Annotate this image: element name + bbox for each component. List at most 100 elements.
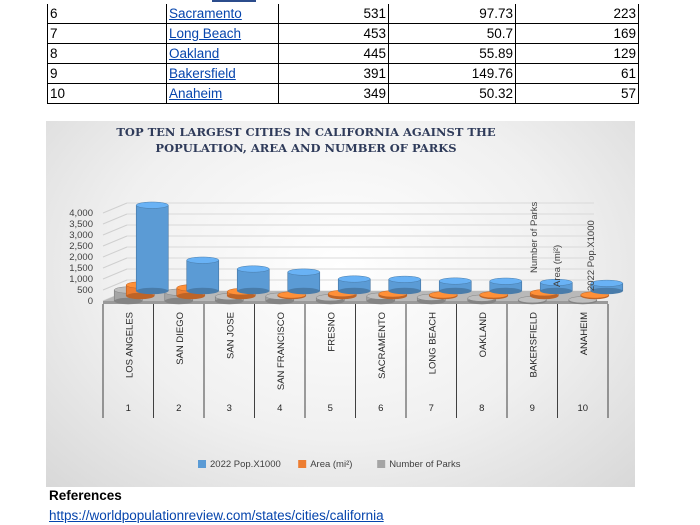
city-chart: TOP TEN LARGEST CITIES IN CALIFORNIA AGA… [46, 121, 635, 487]
references-heading: References [49, 488, 122, 503]
category-rank-label: 9 [530, 403, 535, 414]
rank-cell: 9 [47, 64, 166, 83]
legend-swatch [198, 460, 206, 468]
category-label: ANAHEIM [579, 312, 590, 355]
bar-top [287, 268, 320, 276]
bar-base [136, 287, 169, 295]
category-rank-label: 10 [577, 403, 588, 414]
bar-top [388, 275, 421, 283]
bar-top [237, 265, 270, 273]
city-cell: Oakland [166, 44, 278, 63]
bar-2022-pop-x1000-1 [186, 259, 220, 292]
legend-swatch [377, 460, 386, 468]
legend-label: Area (mi²) [310, 459, 352, 470]
city-cell: Anaheim [166, 84, 278, 103]
area-cell: 97.73 [388, 4, 515, 23]
depth-axis-label: Number of Parks [529, 201, 540, 273]
city-link[interactable]: Bakersfield [169, 66, 236, 81]
gridline-depth [102, 224, 128, 236]
parks-cell: 223 [515, 4, 639, 23]
category-rank-label: 8 [479, 403, 484, 414]
city-cell: Long Beach [166, 24, 278, 43]
category-label: SAN FRANCISCO [276, 312, 287, 390]
table-row: 7 Long Beach 453 50.7 169 [47, 24, 639, 44]
bar-base [176, 292, 205, 300]
bar-base [186, 287, 219, 295]
bar-top [338, 275, 371, 283]
chart-title-line1: TOP TEN LARGEST CITIES IN CALIFORNIA AGA… [116, 125, 495, 139]
legend-swatch [298, 460, 307, 468]
gridline-depth [102, 246, 128, 258]
population-cell: 391 [278, 64, 388, 83]
gridline-depth [102, 257, 128, 269]
city-link[interactable]: Anaheim [169, 86, 223, 101]
bar-base [489, 287, 522, 295]
area-cell: 149.76 [388, 64, 515, 83]
y-tick-label: 2,000 [69, 252, 93, 263]
bar-base [164, 297, 193, 305]
city-link[interactable]: Oakland [169, 46, 220, 61]
category-rank-label: 1 [126, 403, 131, 414]
rank-cell: 8 [47, 44, 166, 63]
population-cell: 445 [278, 44, 388, 63]
table-row: 10 Anaheim 349 50.32 57 [47, 84, 639, 104]
parks-cell: 129 [515, 44, 639, 63]
table-row: 9 Bakersfield 391 149.76 61 [47, 64, 639, 84]
category-label: LOS ANGELES [124, 312, 135, 378]
bar-base [114, 297, 143, 305]
category-rank-label: 6 [378, 403, 383, 414]
city-cell: Sacramento [166, 4, 278, 23]
category-label: SAN JOSE [225, 312, 236, 359]
references-link[interactable]: https://worldpopulationreview.com/states… [49, 508, 384, 523]
gridline-depth [102, 202, 128, 214]
depth-axis-label: 2022 Pop.X1000 [586, 220, 597, 291]
population-cell: 349 [278, 84, 388, 103]
population-cell: 531 [278, 4, 388, 23]
bar-base [388, 287, 421, 295]
city-cell: Bakersfield [166, 64, 278, 83]
area-cell: 55.89 [388, 44, 515, 63]
bar-base [287, 287, 320, 295]
parks-cell: 61 [515, 64, 639, 83]
category-rank-label: 3 [227, 403, 232, 414]
chart-floor-edge [103, 301, 608, 304]
y-tick-label: 1,000 [69, 274, 93, 285]
y-tick-label: 0 [88, 296, 93, 307]
category-label: BAKERSFIELD [528, 312, 539, 378]
y-tick-label: 3,000 [69, 230, 93, 241]
category-label: SACRAMENTO [377, 312, 388, 379]
category-label: FRESNO [326, 312, 337, 352]
cities-table: 6 Sacramento 531 97.73 223 7 Long Beach … [47, 0, 639, 104]
bar-base [126, 292, 155, 300]
bar-top [186, 256, 219, 264]
bar-base [237, 287, 270, 295]
gridline-depth [102, 279, 128, 291]
legend-label: Number of Parks [389, 459, 461, 470]
area-cell: 50.32 [388, 84, 515, 103]
category-label: SAN DIEGO [175, 312, 186, 365]
legend-label: 2022 Pop.X1000 [210, 459, 281, 470]
bar-base [590, 287, 623, 295]
rank-cell: 7 [47, 24, 166, 43]
y-tick-label: 1,500 [69, 263, 93, 274]
rank-cell: 6 [47, 4, 166, 23]
bar-top [136, 201, 169, 209]
bar-top [489, 277, 522, 285]
bar-base [338, 287, 371, 295]
parks-cell: 169 [515, 24, 639, 43]
city-link[interactable]: Long Beach [169, 26, 242, 41]
category-label: OAKLAND [478, 312, 489, 358]
gridline-depth [102, 268, 128, 280]
y-tick-label: 2,500 [69, 241, 93, 252]
table-row: 6 Sacramento 531 97.73 223 [47, 4, 639, 24]
bar-2022-pop-x1000-0 [135, 204, 169, 292]
bar-top [590, 279, 623, 287]
gridline-depth [102, 213, 128, 225]
chart-svg: TOP TEN LARGEST CITIES IN CALIFORNIA AGA… [69, 125, 624, 470]
table-row: 8 Oakland 445 55.89 129 [47, 44, 639, 64]
y-tick-label: 500 [77, 285, 93, 296]
rank-cell: 10 [47, 84, 166, 103]
bar-base [439, 287, 472, 295]
city-link[interactable]: Sacramento [169, 6, 242, 21]
parks-cell: 57 [515, 84, 639, 103]
